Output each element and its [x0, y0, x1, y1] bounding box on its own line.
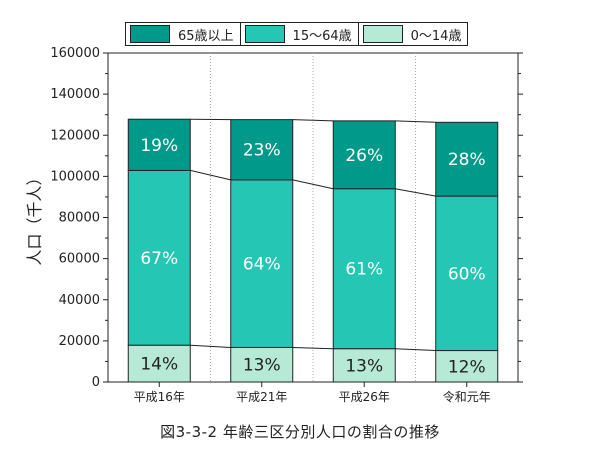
data-label: 67%	[140, 249, 178, 269]
x-tick-label: 平成21年	[236, 390, 287, 404]
data-label: 13%	[243, 356, 281, 376]
data-label: 23%	[243, 141, 281, 161]
legend-label: 0～14歳	[411, 25, 462, 44]
x-tick-label: 令和元年	[443, 389, 491, 404]
legend-item: 0～14歳	[359, 23, 468, 45]
legend-item: 65歳以上	[126, 23, 241, 45]
y-tick-label: 80000	[59, 211, 100, 226]
y-tick-label: 120000	[50, 128, 100, 143]
y-axis-label: 人口（千人）	[25, 169, 44, 265]
y-tick-label: 140000	[50, 87, 100, 102]
data-label: 12%	[448, 357, 486, 377]
figure-caption: 図3-3-2 年齢三区分別人口の割合の推移	[0, 421, 600, 442]
legend-swatch	[363, 25, 403, 43]
y-tick-label: 60000	[59, 252, 100, 267]
x-tick-label: 平成26年	[339, 390, 390, 404]
legend-swatch	[130, 25, 170, 43]
legend-item: 15～64歳	[241, 23, 359, 45]
legend-label: 15～64歳	[293, 25, 352, 44]
data-label: 14%	[140, 355, 178, 375]
y-tick-label: 160000	[50, 46, 100, 61]
y-tick-label: 20000	[59, 334, 100, 349]
data-label: 61%	[345, 260, 383, 280]
chart-legend: 65歳以上 15～64歳 0～14歳	[125, 22, 468, 46]
data-label: 60%	[448, 264, 486, 284]
y-tick-label: 0	[92, 375, 100, 390]
data-label: 13%	[345, 356, 383, 376]
data-label: 26%	[345, 146, 383, 166]
y-tick-label: 40000	[59, 293, 100, 308]
legend-swatch	[245, 25, 285, 43]
data-label: 64%	[243, 255, 281, 275]
data-label: 28%	[448, 150, 486, 170]
x-tick-label: 平成16年	[134, 390, 185, 404]
data-label: 19%	[140, 136, 178, 156]
legend-label: 65歳以上	[178, 25, 234, 44]
y-tick-label: 100000	[50, 169, 100, 184]
